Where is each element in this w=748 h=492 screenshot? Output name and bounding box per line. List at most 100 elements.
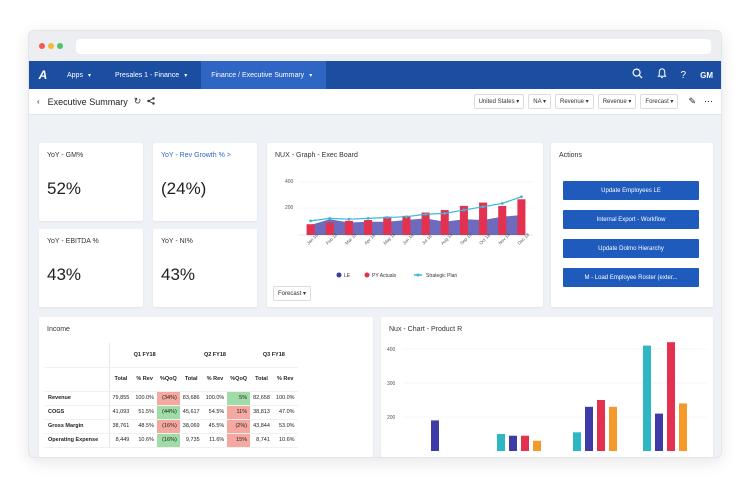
nav-breadcrumb-finance[interactable]: Presales 1 - Finance ▾ <box>105 61 201 89</box>
table-cell[interactable]: 47.0% <box>272 405 298 420</box>
update-employees-le-button[interactable]: Update Employees LE <box>563 181 699 200</box>
minimize-dot[interactable] <box>48 43 54 49</box>
table-cell[interactable]: 9,735 <box>179 433 203 448</box>
table-cell[interactable]: 5% <box>227 391 251 406</box>
page-title: Executive Summary <box>47 96 128 107</box>
share-icon[interactable] <box>147 96 155 107</box>
chevron-down-icon: ▾ <box>184 72 188 79</box>
table-cell[interactable]: 38,813 <box>250 405 273 420</box>
more-icon[interactable]: ⋯ <box>704 96 713 106</box>
back-icon[interactable]: ‹ <box>37 97 40 106</box>
row-label: COGS <box>45 405 110 420</box>
load-employee-roster-button[interactable]: M - Load Employee Roster (exter... <box>563 268 699 287</box>
forecast-dropdown[interactable]: Forecast ▾ <box>273 286 312 301</box>
table-cell[interactable]: 38,761 <box>109 419 133 434</box>
filter-measure-2[interactable]: Revenue ▾ <box>597 94 637 109</box>
strategic-plan-point <box>443 211 447 215</box>
user-avatar[interactable]: GM <box>700 70 713 80</box>
table-cell[interactable]: 100.0% <box>202 391 228 406</box>
column-header: % Rev <box>202 367 228 392</box>
legend-swatch-py <box>364 272 370 278</box>
table-cell[interactable]: 53.0% <box>272 419 298 434</box>
table-cell[interactable]: (2%) <box>227 419 251 434</box>
close-dot[interactable] <box>39 43 45 49</box>
row-label: Gross Margin <box>45 419 110 434</box>
corner-cell <box>45 343 110 368</box>
product-chart-card: Nux - Chart - Product R 400 300 200 <box>381 317 713 457</box>
filter-label: NA <box>533 99 542 105</box>
anaplan-logo-icon[interactable]: A <box>38 68 48 82</box>
kpi-card-ni: YoY - NI% 43% <box>153 229 257 307</box>
legend: LE PY Actuals Strategic Plan <box>336 272 457 279</box>
chart-title: Nux - Chart - Product R <box>389 326 463 333</box>
product-bar <box>509 435 517 451</box>
table-cell[interactable]: 45,617 <box>179 405 203 420</box>
kpi-card-gm: YoY - GM% 52% <box>39 143 143 221</box>
filter-region[interactable]: NA ▾ <box>528 94 551 109</box>
table-row: Revenue 79,855 100.0% (34%) 83,686 100.0… <box>45 391 298 406</box>
forecast-label: Forecast <box>278 291 302 297</box>
column-header: %QoQ <box>227 367 251 392</box>
table-cell[interactable]: 100.0% <box>272 391 298 406</box>
py-actuals-bar <box>498 205 507 235</box>
product-bar <box>533 440 541 451</box>
filter-label: Forecast <box>645 99 669 105</box>
legend-label: LE <box>344 273 351 279</box>
kpi-card-rev-growth[interactable]: YoY - Rev Growth % > (24%) <box>153 143 257 221</box>
kpi-label[interactable]: YoY - Rev Growth % > <box>161 152 231 159</box>
table-cell[interactable]: (44%) <box>156 405 180 420</box>
legend-label: PY Actuals <box>372 273 397 279</box>
table-cell[interactable]: 15% <box>227 433 251 448</box>
table-cell[interactable]: (16%) <box>156 433 180 448</box>
nav-breadcrumb-exec-summary[interactable]: Finance / Executive Summary ▾ <box>201 61 327 89</box>
help-icon[interactable]: ? <box>680 69 687 81</box>
update-hierarchy-button[interactable]: Update Dolmo Hierarchy <box>563 239 699 258</box>
table-cell[interactable]: 41,093 <box>109 405 133 420</box>
kpi-value: 43% <box>47 265 82 284</box>
maximize-dot[interactable] <box>57 43 63 49</box>
table-row: Operating Expense 8,449 10.6% (16%) 9,73… <box>45 433 298 448</box>
filter-version[interactable]: Forecast ▾ <box>640 94 679 109</box>
table-cell[interactable]: 79,855 <box>109 391 133 406</box>
group-header: Q3 FY18 <box>250 343 298 368</box>
strategic-plan-point <box>328 216 332 220</box>
table-cell[interactable]: 54.5% <box>202 405 228 420</box>
table-cell[interactable]: 45.5% <box>202 419 228 434</box>
table-cell[interactable]: 38,069 <box>179 419 203 434</box>
refresh-icon[interactable]: ↻ <box>133 96 142 106</box>
kpi-card-ebitda: YoY - EBITDA % 43% <box>39 229 143 307</box>
py-actuals-bar <box>421 212 430 235</box>
table-cell[interactable]: 8,449 <box>109 433 133 448</box>
internal-export-button[interactable]: Internal Export - Workflow <box>563 210 699 229</box>
notification-icon[interactable] <box>656 68 667 82</box>
table-cell[interactable]: 43,844 <box>250 419 273 434</box>
py-actuals-bar <box>479 202 488 235</box>
edit-icon[interactable]: ✎ <box>688 96 696 106</box>
nav-apps[interactable]: Apps ▾ <box>57 61 105 89</box>
chart-title: NUX - Graph - Exec Board <box>275 152 358 159</box>
url-bar[interactable] <box>76 38 711 54</box>
row-label: Revenue <box>45 391 110 406</box>
table-cell[interactable]: 83,686 <box>179 391 203 406</box>
py-actuals-bar <box>402 215 411 235</box>
table-row: Gross Margin 38,761 48.5% (16%) 38,069 4… <box>45 419 298 434</box>
kpi-label: YoY - GM% <box>47 152 84 159</box>
top-nav: A Apps ▾ Presales 1 - Finance ▾ Finance / … <box>29 61 721 89</box>
table-cell[interactable]: 11.6% <box>202 433 228 448</box>
table-cell[interactable]: 48.5% <box>132 419 157 434</box>
y-tick-label: 400 <box>285 179 294 185</box>
table-cell[interactable]: 82,658 <box>250 391 273 406</box>
search-icon[interactable] <box>632 68 643 82</box>
table-cell[interactable]: 51.5% <box>132 405 157 420</box>
filter-country[interactable]: United States ▾ <box>473 94 525 109</box>
table-cell[interactable]: 10.6% <box>272 433 298 448</box>
table-cell[interactable]: 8,741 <box>250 433 273 448</box>
table-cell[interactable]: 100.0% <box>132 391 157 406</box>
table-cell[interactable]: 11% <box>227 405 251 420</box>
table-cell[interactable]: (34%) <box>156 391 180 406</box>
py-actuals-bar <box>364 220 373 235</box>
group-header: Q2 FY18 <box>179 343 251 368</box>
filter-measure[interactable]: Revenue ▾ <box>554 94 594 109</box>
table-cell[interactable]: (16%) <box>156 419 180 434</box>
table-cell[interactable]: 10.6% <box>132 433 157 448</box>
